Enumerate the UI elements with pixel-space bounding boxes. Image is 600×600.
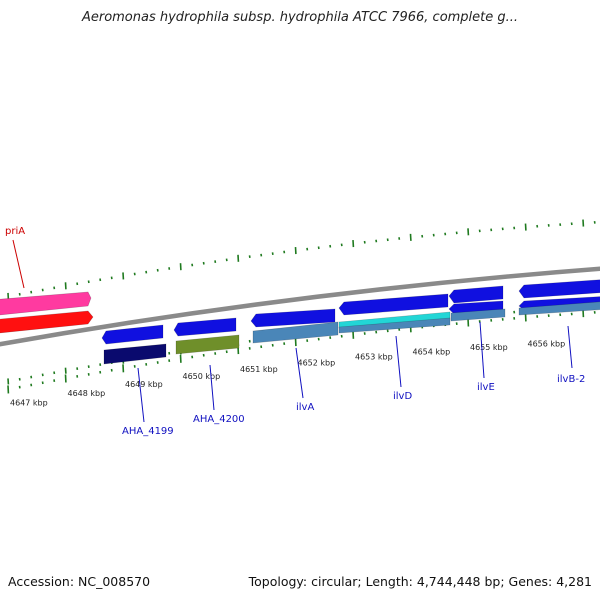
gene-AHA_4200-block[interactable] [175,334,240,355]
label-ilvE[interactable]: ilvE [477,382,495,393]
scale-tick-row [7,309,596,394]
gene-arrow-blue[interactable] [173,317,237,337]
scale-label: 4652 kbp [298,358,336,367]
label-AHA_4200[interactable]: AHA_4200 [193,414,245,425]
gene-arrow-blue[interactable] [338,293,449,316]
gene-AHA_4199-block[interactable] [103,343,167,365]
gene-arrow-blue[interactable] [101,324,164,345]
label-leaders [12,239,573,423]
scale-labels: 4647 kbp 4648 kbp 4649 kbp 4650 kbp 4651 kbp… [10,339,565,407]
label-priA[interactable]: priA [5,226,25,237]
scale-label: 4648 kbp [68,389,106,398]
gene-priA-pink[interactable] [0,291,92,316]
gene-labels: priA AHA_4199 AHA_4200 ilvA ilvD ilvE il… [5,226,585,437]
scale-label: 4651 kbp [240,365,278,374]
label-ilvB2[interactable]: ilvB-2 [557,374,585,385]
gene-ilvE-block[interactable] [450,308,506,322]
gene-ilvD-block-lower[interactable] [338,317,451,334]
scale-label: 4653 kbp [355,352,393,361]
scale-label: 4654 kbp [413,347,451,356]
leader-ilvE [479,321,485,379]
gene-ilvA-block[interactable] [252,321,339,344]
leader-ilvA [295,347,304,399]
leader-AHA_4200 [209,364,215,411]
genome-backbone [0,266,600,347]
scale-label: 4649 kbp [125,380,163,389]
leader-ilvD [395,335,402,388]
gene-arrow-blue[interactable] [250,308,336,328]
accession-text: Accession: NC_008570 [8,574,151,589]
outer-tick-row [7,219,596,301]
leader-AHA_4199 [137,367,145,423]
label-AHA_4199[interactable]: AHA_4199 [122,426,174,437]
gene-ilvB2-block[interactable] [518,301,600,316]
map-title: Aeromonas hydrophila subsp. hydrophila A… [81,10,519,25]
leader-ilvB2 [567,325,573,369]
gene-arrow-blue[interactable] [448,285,504,304]
scale-label: 4650 kbp [183,372,221,381]
scale-label: 4655 kbp [470,343,508,352]
topology-text: Topology: circular; Length: 4,744,448 bp… [248,574,592,589]
leader-priA [12,239,25,289]
scale-label: 4656 kbp [528,339,566,348]
gene-arrow-blue[interactable] [518,279,600,299]
label-ilvD[interactable]: ilvD [393,391,412,402]
scale-label: 4647 kbp [10,398,48,407]
reverse-strand-genes [0,301,600,365]
label-ilvA[interactable]: ilvA [296,402,314,413]
gene-priA-red[interactable] [0,310,94,334]
